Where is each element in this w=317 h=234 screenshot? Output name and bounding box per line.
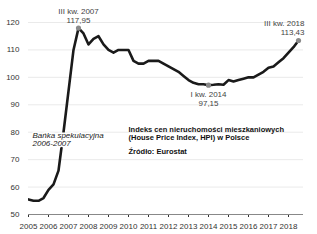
svg-text:2005: 2005 <box>20 222 38 231</box>
svg-text:2018: 2018 <box>280 222 298 231</box>
svg-text:113,43: 113,43 <box>281 28 305 37</box>
svg-text:2006: 2006 <box>40 222 58 231</box>
svg-text:60: 60 <box>11 183 20 192</box>
svg-text:110: 110 <box>7 45 20 54</box>
svg-text:Źródło: Eurostat: Źródło: Eurostat <box>129 147 188 156</box>
svg-text:2007: 2007 <box>60 222 78 231</box>
svg-text:2012: 2012 <box>160 222 178 231</box>
svg-text:III kw. 2018: III kw. 2018 <box>264 19 305 28</box>
svg-text:117,95: 117,95 <box>67 16 91 25</box>
svg-text:2009: 2009 <box>100 222 118 231</box>
svg-text:2016: 2016 <box>240 222 258 231</box>
svg-text:100: 100 <box>6 73 20 82</box>
svg-text:97,15: 97,15 <box>198 99 219 108</box>
svg-text:2011: 2011 <box>140 222 158 231</box>
svg-text:Indeks cen nieruchomości miesz: Indeks cen nieruchomości mieszkaniowych(… <box>129 125 285 142</box>
svg-text:I kw. 2014: I kw. 2014 <box>190 90 227 99</box>
svg-text:III kw. 2007: III kw. 2007 <box>58 7 99 16</box>
svg-text:Bańka spekulacyjna2006-2007: Bańka spekulacyjna2006-2007 <box>32 131 105 148</box>
svg-text:2013: 2013 <box>180 222 198 231</box>
svg-text:2017: 2017 <box>260 222 278 231</box>
svg-text:2014: 2014 <box>200 222 218 231</box>
svg-text:70: 70 <box>11 155 20 164</box>
svg-text:2010: 2010 <box>120 222 138 231</box>
svg-text:2015: 2015 <box>220 222 238 231</box>
svg-text:90: 90 <box>11 100 20 109</box>
svg-text:50: 50 <box>11 210 20 219</box>
svg-text:120: 120 <box>6 18 20 27</box>
svg-text:2008: 2008 <box>80 222 98 231</box>
svg-text:80: 80 <box>11 128 20 137</box>
